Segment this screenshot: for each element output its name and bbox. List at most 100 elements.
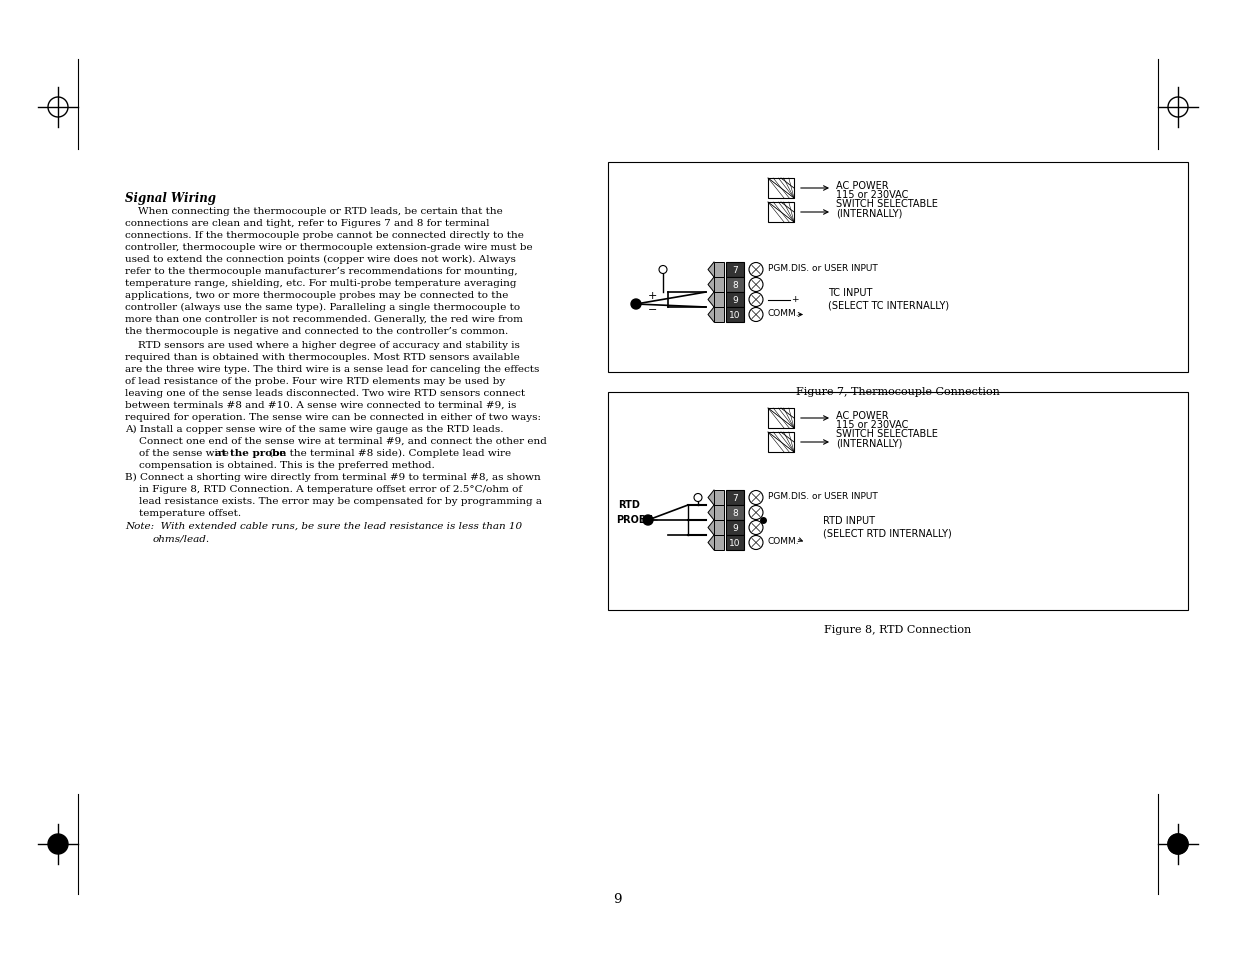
Text: −: − — [648, 305, 657, 314]
Text: PROBE: PROBE — [616, 515, 653, 524]
Text: of lead resistance of the probe. Four wire RTD elements may be used by: of lead resistance of the probe. Four wi… — [125, 376, 505, 386]
Text: COMM.: COMM. — [768, 537, 799, 545]
Text: 10: 10 — [729, 538, 741, 547]
Text: 8: 8 — [732, 281, 737, 290]
Text: 9: 9 — [732, 295, 737, 305]
Bar — [714, 308, 724, 323]
Text: RTD sensors are used where a higher degree of accuracy and stability is: RTD sensors are used where a higher degr… — [125, 340, 520, 350]
Text: TC INPUT: TC INPUT — [827, 288, 872, 298]
Text: When connecting the thermocouple or RTD leads, be certain that the: When connecting the thermocouple or RTD … — [125, 207, 503, 215]
Text: controller, thermocouple wire or thermocouple extension-grade wire must be: controller, thermocouple wire or thermoc… — [125, 243, 532, 252]
Polygon shape — [708, 308, 714, 323]
Text: 9: 9 — [613, 892, 621, 905]
Text: ohms/lead.: ohms/lead. — [153, 534, 210, 542]
Bar — [608, 163, 1188, 373]
Circle shape — [748, 263, 763, 277]
Circle shape — [748, 278, 763, 293]
Text: 8: 8 — [732, 509, 737, 517]
Text: Signal Wiring: Signal Wiring — [125, 192, 216, 205]
Bar — [714, 277, 724, 293]
Bar — [726, 505, 743, 520]
Circle shape — [48, 834, 68, 854]
Text: leaving one of the sense leads disconnected. Two wire RTD sensors connect: leaving one of the sense leads disconnec… — [125, 389, 525, 397]
Bar — [726, 308, 743, 323]
Text: (INTERNALLY): (INTERNALLY) — [836, 208, 903, 218]
Text: Connect one end of the sense wire at terminal #9, and connect the other end: Connect one end of the sense wire at ter… — [140, 436, 547, 446]
Text: +: + — [790, 294, 799, 304]
Text: 115 or 230VAC: 115 or 230VAC — [836, 190, 909, 200]
Text: PGM.DIS. or USER INPUT: PGM.DIS. or USER INPUT — [768, 264, 878, 273]
Text: Figure 8, RTD Connection: Figure 8, RTD Connection — [825, 624, 972, 635]
Bar — [714, 505, 724, 520]
Bar — [714, 263, 724, 277]
Text: temperature range, shielding, etc. For multi-probe temperature averaging: temperature range, shielding, etc. For m… — [125, 278, 516, 288]
Text: the thermocouple is negative and connected to the controller’s common.: the thermocouple is negative and connect… — [125, 327, 509, 335]
Bar — [714, 520, 724, 536]
Bar — [726, 491, 743, 505]
Circle shape — [1168, 834, 1188, 854]
Bar — [608, 393, 1188, 610]
Circle shape — [748, 294, 763, 307]
Text: SWITCH SELECTABLE: SWITCH SELECTABLE — [836, 199, 937, 209]
Text: applications, two or more thermocouple probes may be connected to the: applications, two or more thermocouple p… — [125, 291, 509, 299]
Text: required for operation. The sense wire can be connected in either of two ways:: required for operation. The sense wire c… — [125, 413, 541, 421]
Bar — [714, 293, 724, 308]
Text: SWITCH SELECTABLE: SWITCH SELECTABLE — [836, 429, 937, 438]
Bar — [726, 263, 743, 277]
Bar — [768, 179, 794, 199]
Text: used to extend the connection points (copper wire does not work). Always: used to extend the connection points (co… — [125, 254, 516, 264]
Text: 9: 9 — [732, 523, 737, 533]
Text: 7: 7 — [732, 494, 737, 502]
Text: (INTERNALLY): (INTERNALLY) — [836, 437, 903, 448]
Text: PGM.DIS. or USER INPUT: PGM.DIS. or USER INPUT — [768, 492, 878, 500]
Bar — [726, 536, 743, 551]
Text: required than is obtained with thermocouples. Most RTD sensors available: required than is obtained with thermocou… — [125, 353, 520, 361]
Text: are the three wire type. The third wire is a sense lead for canceling the effect: are the three wire type. The third wire … — [125, 365, 540, 374]
Text: (SELECT RTD INTERNALLY): (SELECT RTD INTERNALLY) — [823, 528, 952, 537]
Text: refer to the thermocouple manufacturer’s recommendations for mounting,: refer to the thermocouple manufacturer’s… — [125, 267, 517, 275]
Text: more than one controller is not recommended. Generally, the red wire from: more than one controller is not recommen… — [125, 314, 522, 324]
Text: compensation is obtained. This is the preferred method.: compensation is obtained. This is the pr… — [140, 460, 435, 470]
Text: Figure 7, Thermocouple Connection: Figure 7, Thermocouple Connection — [797, 387, 1000, 396]
Text: between terminals #8 and #10. A sense wire connected to terminal #9, is: between terminals #8 and #10. A sense wi… — [125, 400, 516, 410]
Circle shape — [748, 536, 763, 550]
Text: 115 or 230VAC: 115 or 230VAC — [836, 419, 909, 430]
Text: COMM.: COMM. — [768, 309, 799, 317]
Bar — [768, 433, 794, 453]
Circle shape — [748, 491, 763, 505]
Circle shape — [748, 521, 763, 535]
Polygon shape — [708, 505, 714, 520]
Circle shape — [748, 506, 763, 520]
Text: controller (always use the same type). Paralleling a single thermocouple to: controller (always use the same type). P… — [125, 303, 520, 312]
Text: RTD INPUT: RTD INPUT — [823, 516, 876, 526]
Polygon shape — [708, 491, 714, 505]
Text: in Figure 8, RTD Connection. A temperature offset error of 2.5°C/ohm of: in Figure 8, RTD Connection. A temperatu… — [140, 484, 522, 494]
Text: 7: 7 — [732, 266, 737, 274]
Circle shape — [643, 516, 653, 525]
Text: A) Install a copper sense wire of the same wire gauge as the RTD leads.: A) Install a copper sense wire of the sa… — [125, 424, 504, 434]
Text: connections are clean and tight, refer to Figures 7 and 8 for terminal: connections are clean and tight, refer t… — [125, 219, 489, 228]
Bar — [714, 491, 724, 505]
Bar — [726, 293, 743, 308]
Text: AC POWER: AC POWER — [836, 411, 889, 420]
Polygon shape — [708, 520, 714, 536]
Polygon shape — [708, 536, 714, 551]
Text: AC POWER: AC POWER — [836, 181, 889, 191]
Text: temperature offset.: temperature offset. — [140, 509, 241, 517]
Circle shape — [659, 266, 667, 274]
Text: of the sense wire: of the sense wire — [140, 449, 228, 457]
Text: lead resistance exists. The error may be compensated for by programming a: lead resistance exists. The error may be… — [140, 497, 542, 505]
Text: (SELECT TC INTERNALLY): (SELECT TC INTERNALLY) — [827, 300, 950, 310]
Circle shape — [694, 494, 701, 502]
Text: connections. If the thermocouple probe cannot be connected directly to the: connections. If the thermocouple probe c… — [125, 231, 524, 240]
Text: Note:  With extended cable runs, be sure the lead resistance is less than 10: Note: With extended cable runs, be sure … — [125, 521, 522, 531]
Circle shape — [631, 299, 641, 310]
Text: (on the terminal #8 side). Complete lead wire: (on the terminal #8 side). Complete lead… — [266, 449, 511, 457]
Polygon shape — [708, 277, 714, 293]
Text: RTD: RTD — [618, 499, 640, 510]
Bar — [768, 203, 794, 223]
Polygon shape — [708, 293, 714, 308]
Text: +: + — [648, 291, 657, 301]
Text: B) Connect a shorting wire directly from terminal #9 to terminal #8, as shown: B) Connect a shorting wire directly from… — [125, 473, 541, 481]
Text: 10: 10 — [729, 311, 741, 319]
